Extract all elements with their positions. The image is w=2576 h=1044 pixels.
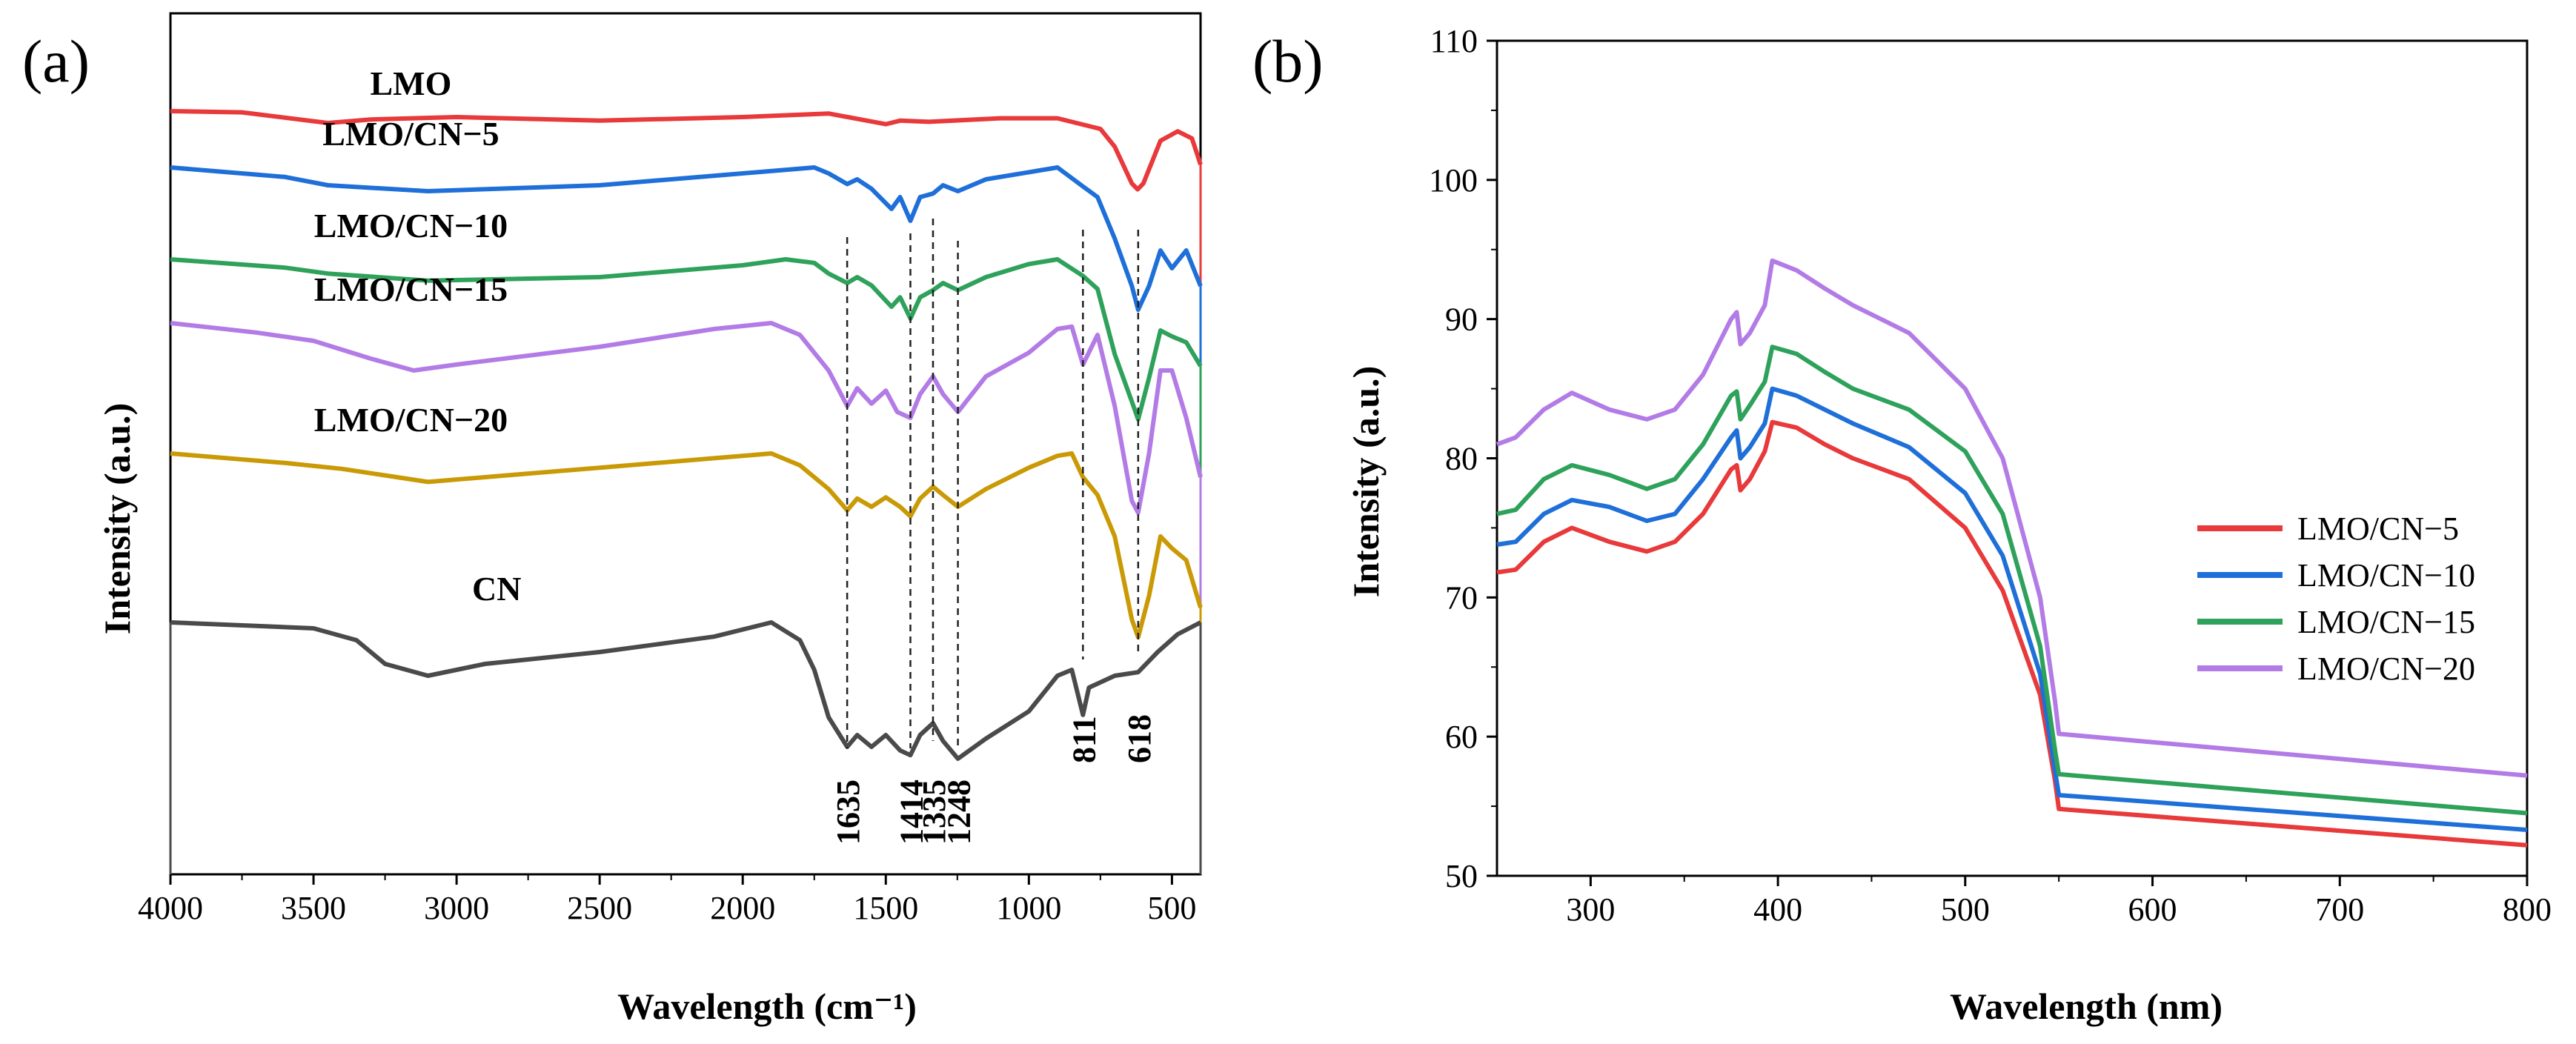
panel-a-xtick-label: 2500 <box>567 890 632 926</box>
series-line-a-cn <box>170 620 1202 761</box>
series-label-a-lmo-cn-15: LMO/CN−15 <box>314 270 508 308</box>
peak-label-1335: 1335 <box>916 779 952 845</box>
panel-b-legend: LMO/CN−5 LMO/CN−10 LMO/CN−15 LMO/CN−20 <box>2197 511 2475 687</box>
panel-label-b: (b) <box>1252 27 1324 95</box>
series-line-a-lmo-cn-20 <box>170 451 1203 639</box>
series-line-a-lmo <box>170 109 1203 192</box>
series-line-b-lmo-cn-15 <box>1496 345 2528 816</box>
panel-b-ytick-label: 90 <box>1445 302 1478 338</box>
peak-label-1248: 1248 <box>941 779 977 845</box>
series-line-b-lmo-cn-10 <box>1496 386 2528 832</box>
series-label-a-lmo-cn-5: LMO/CN−5 <box>322 115 499 153</box>
legend-label-lmo-cn-15: LMO/CN−15 <box>2297 604 2475 640</box>
panel-b-ytick-label: 60 <box>1445 719 1478 755</box>
series-label-a-cn: CN <box>472 570 521 608</box>
panel-a-plot: LMO LMO/CN−5 LMO/CN−10 LMO/CN−15 LMO/CN−20 CN… <box>169 64 1203 874</box>
series-line-b-lmo-cn-5 <box>1496 419 2528 848</box>
panel-b-xtick-label: 600 <box>2128 891 2177 928</box>
panel-b-xtick-label: 400 <box>1753 891 1802 928</box>
panel-b-xlabel: Wavelength (nm) <box>1950 985 2223 1027</box>
panel-b-xtick-label: 800 <box>2503 891 2552 928</box>
peak-label-811: 811 <box>1066 716 1102 763</box>
panel-b-xtick-label: 500 <box>1941 891 1990 928</box>
panel-a-xtick-label: 2000 <box>710 890 775 926</box>
panel-b-ylabel: Intensity (a.u.) <box>1345 366 1387 598</box>
series-line-a-lmo-cn-15 <box>170 321 1203 515</box>
panel-a-axes: 4000 3500 3000 2500 2000 1500 1000 500 <box>138 12 1202 926</box>
series-label-a-lmo-cn-20: LMO/CN−20 <box>314 401 508 439</box>
legend-label-lmo-cn-10: LMO/CN−10 <box>2297 557 2475 594</box>
panel-b-ytick-label: 100 <box>1429 162 1478 199</box>
peak-label-618: 618 <box>1121 714 1158 763</box>
panel-a-xlabel: Wavelength (cm⁻¹) <box>617 985 917 1027</box>
panel-a-xtick-label: 4000 <box>138 890 203 926</box>
panel-b-xtick-label: 300 <box>1566 891 1615 928</box>
legend-label-lmo-cn-5: LMO/CN−5 <box>2297 511 2459 547</box>
panel-a-ylabel: Intensity (a.u.) <box>96 403 138 635</box>
panel-a-xtick-label: 3000 <box>424 890 489 926</box>
peak-label-1414: 1414 <box>893 779 929 845</box>
panel-b-axes: 300 400 500 600 700 800 50 60 70 80 90 100 110 <box>1429 23 2552 928</box>
panel-b-ytick-label: 50 <box>1445 858 1478 894</box>
panel-b-ytick-label: 110 <box>1430 23 1478 59</box>
panel-b-ytick-label: 70 <box>1445 579 1478 616</box>
series-line-b-lmo-cn-20 <box>1496 258 2528 778</box>
panel-a-xtick-label: 500 <box>1147 890 1196 926</box>
panel-b-xtick-label: 700 <box>2315 891 2364 928</box>
series-line-a-lmo-cn-10 <box>170 257 1203 422</box>
series-line-a-lmo-cn-5 <box>170 165 1203 312</box>
panel-b-frame <box>1496 39 2529 877</box>
panel-a-xtick-label: 3500 <box>281 890 346 926</box>
panel-a-xtick-label: 1500 <box>853 890 918 926</box>
panel-a-xtick-label: 1000 <box>996 890 1061 926</box>
peak-label-1635: 1635 <box>830 779 866 845</box>
panel-b-plot <box>1496 258 2528 848</box>
panel-label-a: (a) <box>22 27 90 95</box>
series-label-a-lmo-cn-10: LMO/CN−10 <box>314 207 508 245</box>
series-label-a-lmo: LMO <box>370 64 451 102</box>
legend-label-lmo-cn-20: LMO/CN−20 <box>2297 651 2475 687</box>
panel-b-ytick-label: 80 <box>1445 441 1478 477</box>
